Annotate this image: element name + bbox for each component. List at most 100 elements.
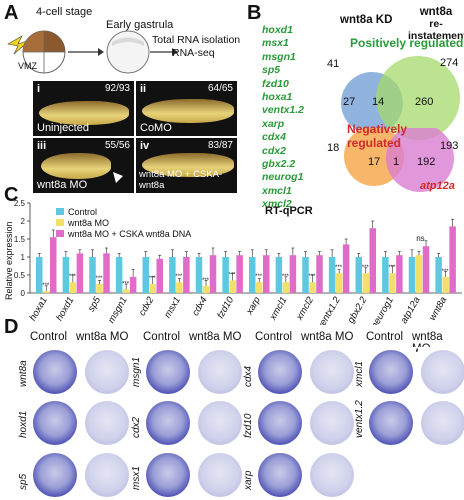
bar-wnt8a-mo-cska-wnt8a-dna — [156, 258, 163, 293]
embryo-count: 55/56 — [104, 140, 130, 151]
venn-pos-left-total: 41 — [327, 58, 340, 70]
ish-control-embryo — [366, 398, 416, 448]
bar-control — [275, 257, 283, 293]
gene-name: neurog1 — [262, 171, 304, 184]
embryo-photo-wnt8a-mo: iii 55/56 wnt8a MO — [32, 137, 135, 194]
bar-wnt8a-mo-cska-wnt8a-dna — [449, 226, 456, 293]
significance-mark: *** — [255, 274, 263, 280]
bar-wnt8a-mo — [309, 282, 316, 293]
bar-control — [142, 257, 149, 293]
bar-control — [62, 257, 70, 293]
bar-wnt8a-mo-cska-wnt8a-dna — [183, 257, 190, 293]
venn-neg-right-total: 193 — [440, 140, 459, 152]
embryo-photo-rescue: iv 83/87 wnt8a MO + CSKA-wnt8a — [135, 137, 238, 194]
bar-control — [328, 257, 336, 293]
category-label: xarp — [244, 295, 263, 317]
bar-wnt8a-mo — [415, 255, 423, 293]
gene-name: ventx1.2 — [262, 104, 305, 117]
bar-wnt8a-mo — [389, 273, 396, 293]
bar-wnt8a-mo — [256, 282, 263, 293]
bar-wnt8a-mo — [335, 273, 343, 293]
category-label: gbx2.2 — [346, 294, 370, 325]
bar-wnt8a-mo — [122, 289, 130, 293]
bar-wnt8a-mo-cska-wnt8a-dna — [263, 255, 270, 293]
significance-mark: *** — [202, 278, 210, 284]
venn-pos-right-total: 274 — [440, 57, 459, 69]
gene-name: xarp — [262, 117, 285, 130]
significance-mark: *** — [308, 274, 316, 280]
ish-mo-embryo — [307, 347, 357, 397]
embryo-count: 92/93 — [104, 83, 130, 94]
venn-col2-line2: re-instatement — [408, 18, 464, 42]
ish-mo-embryo — [82, 347, 132, 397]
bar-wnt8a-mo — [96, 284, 103, 293]
ish-col-header-control: Control — [255, 331, 293, 343]
vmz-label: VMZ — [18, 61, 37, 71]
ish-control-embryo — [255, 398, 305, 448]
ish-mo-embryo — [195, 347, 245, 397]
bar-wnt8a-mo — [442, 276, 449, 293]
category-label: fzd10 — [215, 294, 237, 320]
legend-label: wnt8a MO — [68, 217, 110, 228]
y-tick-label: 2 — [21, 217, 26, 226]
ish-mo-embryo — [82, 398, 132, 448]
legend-swatch — [56, 208, 64, 215]
category-label: sp5 — [86, 294, 104, 313]
ns-label: ns — [416, 234, 424, 243]
panel-label-c: C — [4, 184, 19, 206]
bar-control — [222, 257, 229, 293]
bar-wnt8a-mo — [149, 284, 156, 293]
bar-wnt8a-mo — [176, 282, 183, 293]
bar-wnt8a-mo-cska-wnt8a-dna — [129, 276, 137, 293]
category-label: xmcl1 — [267, 295, 289, 323]
bar-control — [408, 257, 416, 293]
y-tick-label: 1 — [21, 253, 26, 262]
bar-wnt8a-mo-cska-wnt8a-dna — [396, 255, 403, 293]
ish-gene-label: xarp — [243, 470, 254, 490]
bar-wnt8a-mo-cska-wnt8a-dna — [209, 255, 217, 293]
venn-neg-right-circle — [386, 128, 454, 192]
bar-wnt8a-mo-cska-wnt8a-dna — [236, 255, 243, 293]
bar-wnt8a-mo — [282, 282, 290, 293]
ish-control-embryo — [30, 347, 80, 397]
venn-neg-gene: atp12a — [420, 180, 455, 192]
gene-name: msx1 — [262, 37, 289, 50]
ish-gene-label: wnt8a — [18, 360, 29, 387]
venn-neg-left-total: 18 — [327, 142, 340, 154]
venn-pos-overlap: 14 — [372, 96, 385, 108]
bar-control — [355, 257, 362, 293]
category-label: cdx2 — [137, 294, 157, 317]
ish-control-embryo — [143, 347, 193, 397]
bar-control — [195, 257, 203, 293]
legend-item: wnt8a MO — [56, 217, 191, 228]
ish-gene-label: xmcl1 — [354, 360, 365, 387]
category-label: msgn1 — [106, 295, 130, 325]
category-label: cdx4 — [190, 295, 210, 318]
rt-qpcr-chart: 0 0.5 1 1.5 2 2.5 *** hoxa1 *** hoxd1 *** sp5 *** msg… — [14, 199, 462, 325]
legend-item: wnt8a MO + CSKA wnt8a DNA — [56, 228, 191, 239]
significance-mark: *** — [42, 283, 50, 289]
embryo-num: iii — [37, 140, 47, 152]
venn-col2-title: wnt8a re-instatement — [408, 6, 464, 42]
embryo-photo-como: ii 64/65 CoMO — [135, 80, 238, 137]
category-label: hoxa1 — [27, 295, 49, 323]
gene-name: gbx2.2 — [262, 158, 296, 171]
ish-col-header-mo: wnt8a MO — [76, 331, 129, 343]
venn-neg-left-only: 17 — [368, 156, 381, 168]
ish-col-header-control: Control — [366, 331, 404, 343]
bar-wnt8a-mo — [229, 280, 236, 293]
bar-wnt8a-mo-cska-wnt8a-dna — [103, 253, 110, 293]
ish-control-embryo — [366, 347, 416, 397]
bar-wnt8a-mo — [362, 273, 369, 293]
category-label: msx1 — [162, 295, 183, 320]
significance-mark: *** — [122, 281, 130, 287]
ish-mo-embryo — [418, 398, 464, 448]
y-tick-label: 2.5 — [14, 199, 26, 208]
embryo-tag: wnt8a MO — [37, 179, 88, 191]
bar-control — [302, 257, 309, 293]
panel-label-b: B — [247, 2, 262, 24]
venn-col2-line1: wnt8a — [419, 6, 453, 18]
significance-mark: *** — [69, 274, 77, 280]
bar-control — [249, 257, 256, 293]
ish-mo-embryo — [195, 450, 245, 500]
